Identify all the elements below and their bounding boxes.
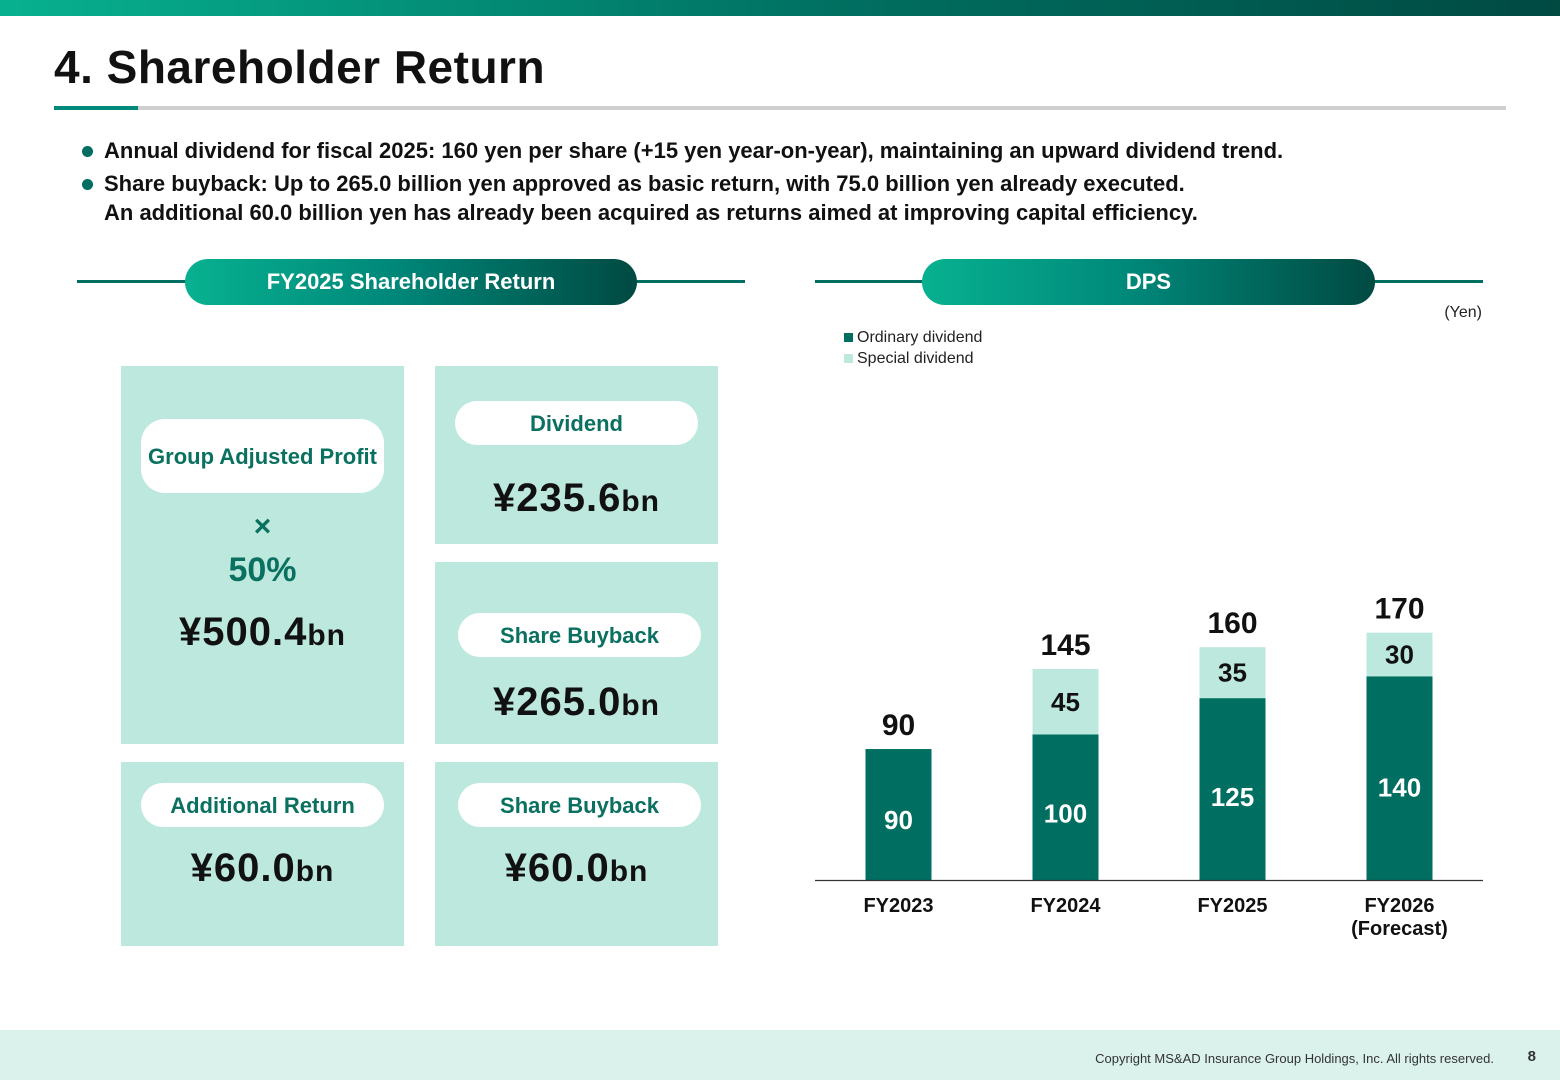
amount-unit: bn <box>307 619 346 652</box>
data-label-total: 170 <box>1374 593 1424 626</box>
amount-value: ¥60.0 <box>190 846 296 890</box>
group-adjusted-profit-label: Group Adjusted Profit <box>141 419 384 493</box>
data-label-special: 35 <box>1218 658 1247 688</box>
amount-value: ¥60.0 <box>504 846 610 890</box>
top-accent-bar <box>0 0 1560 16</box>
right-section-header: DPS <box>922 259 1375 305</box>
additional-share-buyback-amount: ¥60.0bn <box>435 846 718 891</box>
share-buyback-label: Share Buyback <box>458 613 701 657</box>
x-tick-label: (Forecast) <box>1351 918 1448 940</box>
bar-ordinary-dividend <box>1199 698 1266 880</box>
bar-special-dividend <box>1199 647 1266 699</box>
left-section-header: FY2025 Shareholder Return <box>185 259 637 305</box>
group-adjusted-profit-amount: ¥500.4bn <box>121 610 404 655</box>
data-label-ordinary: 100 <box>1044 799 1087 829</box>
chart-unit-label: (Yen) <box>1444 304 1482 321</box>
data-label-ordinary: 125 <box>1211 782 1254 812</box>
amount-value: ¥500.4 <box>179 610 308 654</box>
bar-special-dividend <box>1366 632 1433 677</box>
additional-share-buyback-label: Share Buyback <box>458 783 701 827</box>
bullet-dividend: Annual dividend for fiscal 2025: 160 yen… <box>82 136 1502 165</box>
amount-unit: bn <box>609 855 649 888</box>
x-tick-label: FY2025 <box>1197 895 1267 917</box>
footer-bar <box>0 1030 1560 1080</box>
bullet-dot-icon <box>82 146 93 157</box>
legend-item-special: Special dividend <box>844 348 982 369</box>
bullet-dot-icon <box>82 179 93 190</box>
x-tick-label: FY2023 <box>863 895 933 917</box>
additional-return-label: Additional Return <box>141 783 384 827</box>
share-buyback-amount: ¥265.0bn <box>435 680 718 725</box>
title-underline-accent <box>54 106 138 110</box>
page-title: 4. Shareholder Return <box>54 41 546 93</box>
bar-ordinary-dividend <box>865 749 932 880</box>
data-label-total: 160 <box>1207 607 1257 640</box>
legend-swatch-ordinary <box>844 333 853 342</box>
data-label-special: 30 <box>1385 639 1414 669</box>
data-label-ordinary: 140 <box>1378 772 1421 802</box>
data-label-total: 90 <box>882 709 915 742</box>
additional-return-amount: ¥60.0bn <box>121 846 404 891</box>
data-label-special: 45 <box>1051 687 1080 717</box>
amount-value: ¥265.0 <box>493 680 622 724</box>
dps-bar-chart: 90 90 FY2023 100 45 145 FY2024 125 35 160 FY2025 14… <box>815 593 1483 940</box>
bullet-buyback: Share buyback: Up to 265.0 billion yen a… <box>82 169 1502 227</box>
dividend-label: Dividend <box>455 401 698 445</box>
legend-label: Special dividend <box>857 349 974 367</box>
summary-bullets: Annual dividend for fiscal 2025: 160 yen… <box>82 136 1502 231</box>
title-underline <box>54 106 1506 110</box>
x-tick-label: FY2024 <box>1030 895 1101 917</box>
dividend-panel <box>435 366 718 544</box>
page-number: 8 <box>1527 1048 1536 1065</box>
amount-unit: bn <box>621 689 660 722</box>
legend-swatch-special <box>844 354 853 363</box>
chart-legend: Ordinary dividend Special dividend <box>844 327 982 369</box>
multiply-sign: × <box>253 510 272 543</box>
bar-ordinary-dividend <box>1366 676 1433 880</box>
data-label-total: 145 <box>1040 629 1090 662</box>
bullet-text: Annual dividend for fiscal 2025: 160 yen… <box>104 138 1284 163</box>
bar-ordinary-dividend <box>1032 734 1099 880</box>
legend-item-ordinary: Ordinary dividend <box>844 327 982 348</box>
amount-unit: bn <box>621 485 660 518</box>
bullet-text: Share buyback: Up to 265.0 billion yen a… <box>104 171 1185 196</box>
payout-rate: 50% <box>228 551 297 589</box>
data-label-ordinary: 90 <box>884 805 913 835</box>
bullet-text-continued: An additional 60.0 billion yen has alrea… <box>104 200 1198 225</box>
copyright-text: Copyright MS&AD Insurance Group Holdings… <box>1095 1051 1494 1066</box>
x-tick-label: FY2026 <box>1364 895 1434 917</box>
amount-value: ¥235.6 <box>493 476 622 520</box>
bar-special-dividend <box>1032 669 1099 735</box>
amount-unit: bn <box>295 855 335 888</box>
legend-label: Ordinary dividend <box>857 328 983 346</box>
dividend-amount: ¥235.6bn <box>435 476 718 521</box>
